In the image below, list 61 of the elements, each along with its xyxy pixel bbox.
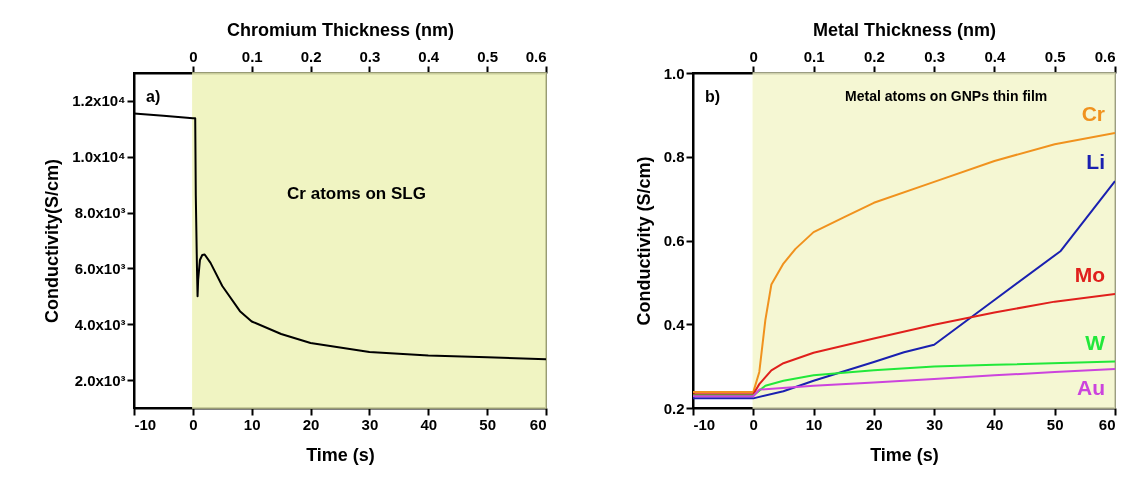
y-tick-label: 1.2x10⁴ [72, 92, 126, 110]
x-tick-label: 10 [243, 415, 261, 433]
x-tick-label: -10 [134, 415, 157, 433]
x-axis-title: Time (s) [870, 444, 939, 465]
line-series [693, 360, 1115, 397]
series-label: Mo [1074, 263, 1105, 287]
y-tick-label: 4.0x10³ [74, 315, 126, 333]
series-label: W [1085, 330, 1106, 354]
x-tick-label: 40 [986, 415, 1004, 433]
y-tick-label: 1.0x10⁴ [72, 148, 126, 166]
x-tick-label: 0 [189, 415, 198, 433]
annotation: Metal atoms on GNPs thin film [845, 88, 1048, 104]
x-tick-label: 10 [805, 415, 823, 433]
x2-tick-label: 0.2 [863, 47, 885, 65]
y-tick-label: 0.4 [663, 315, 686, 333]
x-axis-title: Time (s) [306, 444, 375, 465]
x2-tick-label: 0.6 [525, 47, 547, 65]
x-tick-label: 50 [1046, 415, 1064, 433]
x2-tick-label: 0 [189, 47, 198, 65]
annotation: b) [705, 88, 721, 105]
series-label: Li [1086, 150, 1105, 174]
x2-tick-label: 0.2 [300, 47, 322, 65]
y-tick-label: 6.0x10³ [74, 259, 126, 277]
x2-axis-title: Metal Thickness (nm) [812, 19, 997, 40]
y-axis-title: Conductivity (S/cm) [633, 156, 654, 326]
x2-tick-label: 0.6 [1094, 47, 1116, 65]
x2-tick-label: 0.5 [1044, 47, 1066, 65]
x-tick-label: 60 [529, 415, 547, 433]
y-tick-label: 0.6 [663, 232, 685, 249]
x2-tick-label: 0.3 [924, 47, 946, 65]
y-tick-label: 1.0 [663, 64, 685, 82]
x-tick-label: 30 [361, 415, 379, 433]
x-tick-label: 0 [749, 415, 758, 433]
y-tick-label: 0.2 [663, 399, 685, 417]
x-tick-label: 30 [926, 415, 943, 433]
line-series [693, 180, 1115, 400]
y-tick-label: 8.0x10³ [74, 204, 126, 222]
line-series [693, 293, 1115, 396]
x-tick-label: 20 [302, 415, 320, 433]
x2-tick-label: 0.4 [418, 47, 440, 65]
line-series [693, 131, 1115, 394]
x-tick-label: 40 [420, 415, 438, 433]
y-tick-label: 2.0x10³ [74, 371, 126, 389]
x-tick-label: -10 [693, 415, 716, 433]
x2-tick-label: 0.1 [803, 47, 825, 65]
y-axis-title: Conductivity(S/cm) [42, 158, 63, 324]
annotation: Cr atoms on SLG [287, 183, 426, 203]
x2-axis-title: Chromium Thickness (nm) [226, 19, 455, 40]
x-tick-label: 20 [866, 415, 883, 433]
x-tick-label: 60 [1098, 415, 1116, 433]
series-label: Au [1077, 376, 1105, 400]
x2-tick-label: 0 [749, 47, 758, 65]
x2-tick-label: 0.5 [477, 47, 499, 65]
line-series [693, 368, 1115, 398]
y-tick-label: 0.8 [663, 148, 685, 166]
x2-tick-label: 0.3 [359, 47, 381, 65]
x2-tick-label: 0.4 [984, 47, 1007, 65]
series-label: Cr [1081, 101, 1105, 125]
x-tick-label: 50 [479, 415, 496, 433]
x2-tick-label: 0.1 [241, 47, 263, 65]
annotation: a) [146, 88, 161, 105]
